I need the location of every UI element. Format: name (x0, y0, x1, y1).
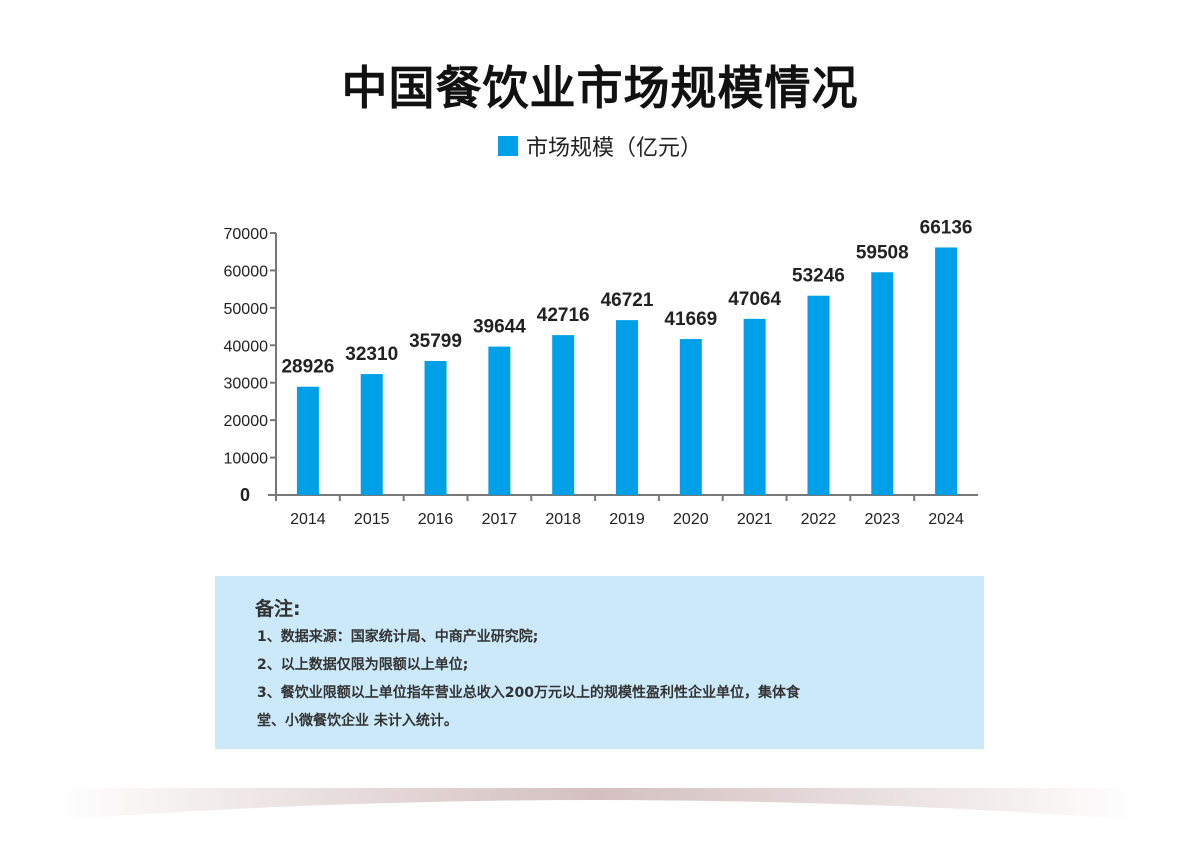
x-tick-label: 2022 (801, 511, 837, 528)
data-label: 53246 (792, 266, 845, 287)
decorative-swoosh (55, 788, 1140, 820)
data-label: 66136 (920, 217, 973, 238)
x-tick-label: 2017 (482, 511, 518, 528)
bar (679, 339, 702, 495)
y-tick-label: 0 (240, 485, 250, 505)
bar (807, 295, 830, 495)
y-tick-label: 10000 (224, 451, 269, 468)
x-tick-label: 2020 (673, 511, 709, 528)
note-line: 1、数据来源：国家统计局、中商产业研究院; (257, 629, 539, 645)
x-tick-label: 2014 (290, 511, 326, 528)
y-tick-label: 30000 (224, 376, 269, 393)
data-label: 59508 (856, 242, 909, 263)
x-tick-label: 2015 (354, 511, 390, 528)
data-label: 46721 (601, 290, 654, 311)
x-tick-label: 2021 (737, 511, 773, 528)
bar (360, 374, 383, 495)
bar (616, 320, 638, 495)
bar (743, 318, 766, 495)
bar (935, 247, 958, 495)
data-label: 47064 (728, 289, 781, 310)
x-tick-label: 2019 (609, 511, 645, 528)
legend-label: 市场规模（亿元） (525, 136, 702, 161)
note-line: 堂、小微餐饮企业 未计入统计。 (257, 713, 458, 729)
data-label: 39644 (473, 317, 526, 338)
data-label: 28926 (281, 357, 334, 378)
note-line: 3、餐饮业限额以上单位指年营业总收入200万元以上的规模性盈利性企业单位，集体食 (257, 685, 800, 701)
y-tick-label: 50000 (224, 301, 269, 318)
bar (552, 335, 575, 495)
note-line: 2、以上数据仅限为限额以上单位; (257, 657, 469, 673)
x-tick-label: 2023 (864, 511, 900, 528)
x-tick-label: 2018 (545, 511, 581, 528)
bar (424, 361, 447, 495)
x-tick-label: 2016 (418, 511, 454, 528)
chart-title: 中国餐饮业市场规模情况 (341, 61, 859, 115)
data-label: 41669 (664, 309, 717, 330)
data-label: 35799 (409, 331, 462, 352)
y-tick-label: 70000 (224, 226, 269, 243)
data-label: 32310 (345, 344, 398, 365)
legend: 市场规模（亿元） (0, 130, 1200, 162)
y-tick-label: 40000 (224, 338, 269, 355)
data-label: 42716 (537, 305, 590, 326)
x-tick-label: 2024 (928, 511, 964, 528)
bar (871, 272, 894, 495)
bar (296, 386, 319, 495)
y-tick-label: 20000 (224, 413, 269, 430)
y-tick-label: 60000 (224, 263, 269, 280)
note-box: 备注: 1、数据来源：国家统计局、中商产业研究院; 2、以上数据仅限为限额以上单… (215, 576, 984, 749)
bar (488, 346, 511, 495)
legend-swatch (497, 136, 518, 156)
bar-chart: 0 10000 20000 30000 40000 50000 60000 70000 2892… (224, 217, 978, 528)
note-heading: 备注: (255, 598, 301, 620)
